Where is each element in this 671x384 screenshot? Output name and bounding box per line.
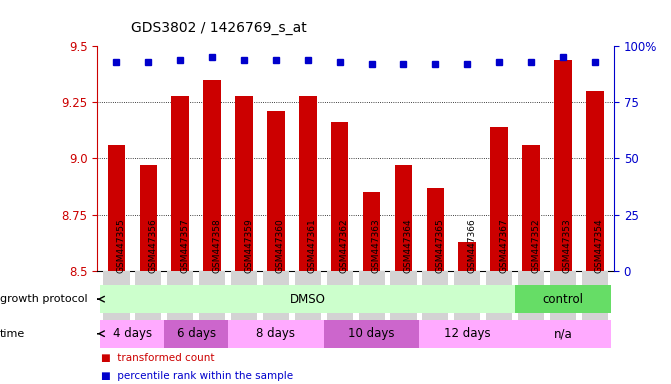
Bar xyxy=(299,96,317,271)
Bar xyxy=(199,271,225,321)
Bar xyxy=(267,111,285,271)
Text: GSM447355: GSM447355 xyxy=(117,218,125,273)
Bar xyxy=(391,271,417,321)
Bar xyxy=(103,271,130,321)
Text: GSM447366: GSM447366 xyxy=(467,218,476,273)
Text: GSM447367: GSM447367 xyxy=(499,218,508,273)
Bar xyxy=(554,60,572,271)
Bar xyxy=(323,320,419,348)
Text: 8 days: 8 days xyxy=(256,327,295,340)
Text: GSM447356: GSM447356 xyxy=(148,218,157,273)
Text: GDS3802 / 1426769_s_at: GDS3802 / 1426769_s_at xyxy=(131,21,307,35)
Bar xyxy=(358,271,384,321)
Bar xyxy=(522,145,539,271)
Bar xyxy=(164,320,228,348)
Bar xyxy=(419,320,515,348)
Bar xyxy=(395,165,412,271)
Text: 12 days: 12 days xyxy=(444,327,491,340)
Bar xyxy=(136,271,162,321)
Bar xyxy=(550,271,576,321)
Bar xyxy=(458,242,476,271)
Bar xyxy=(363,192,380,271)
Bar xyxy=(231,271,257,321)
Text: GSM447361: GSM447361 xyxy=(308,218,317,273)
Bar xyxy=(515,320,611,348)
Text: growth protocol: growth protocol xyxy=(0,294,88,304)
Text: GSM447357: GSM447357 xyxy=(180,218,189,273)
Text: time: time xyxy=(0,329,25,339)
Text: control: control xyxy=(542,293,584,306)
Bar xyxy=(454,271,480,321)
Text: ■  transformed count: ■ transformed count xyxy=(101,353,214,363)
Bar xyxy=(518,271,544,321)
Text: GSM447360: GSM447360 xyxy=(276,218,285,273)
Text: GSM447365: GSM447365 xyxy=(435,218,444,273)
Text: 4 days: 4 days xyxy=(113,327,152,340)
Bar xyxy=(228,320,323,348)
Bar xyxy=(107,145,125,271)
Bar xyxy=(101,285,515,313)
Text: GSM447359: GSM447359 xyxy=(244,218,253,273)
Text: GSM447352: GSM447352 xyxy=(531,218,540,273)
Bar xyxy=(236,96,253,271)
Text: GSM447363: GSM447363 xyxy=(372,218,380,273)
Bar xyxy=(327,271,353,321)
Text: DMSO: DMSO xyxy=(290,293,325,306)
Bar xyxy=(515,285,611,313)
Bar xyxy=(427,188,444,271)
Text: GSM447353: GSM447353 xyxy=(563,218,572,273)
Text: ■  percentile rank within the sample: ■ percentile rank within the sample xyxy=(101,371,293,381)
Text: 6 days: 6 days xyxy=(176,327,215,340)
Bar xyxy=(167,271,193,321)
Bar xyxy=(582,271,608,321)
Bar xyxy=(140,165,157,271)
Bar xyxy=(331,122,348,271)
Text: n/a: n/a xyxy=(554,327,572,340)
Bar xyxy=(586,91,604,271)
Text: GSM447362: GSM447362 xyxy=(340,218,349,273)
Text: GSM447358: GSM447358 xyxy=(212,218,221,273)
Bar xyxy=(172,96,189,271)
Text: GSM447354: GSM447354 xyxy=(595,218,604,273)
Bar xyxy=(491,127,508,271)
Bar xyxy=(486,271,512,321)
Text: 10 days: 10 days xyxy=(348,327,395,340)
Text: GSM447364: GSM447364 xyxy=(403,218,413,273)
Bar xyxy=(263,271,289,321)
Bar xyxy=(203,80,221,271)
Bar xyxy=(295,271,321,321)
Bar xyxy=(101,320,164,348)
Bar xyxy=(422,271,448,321)
